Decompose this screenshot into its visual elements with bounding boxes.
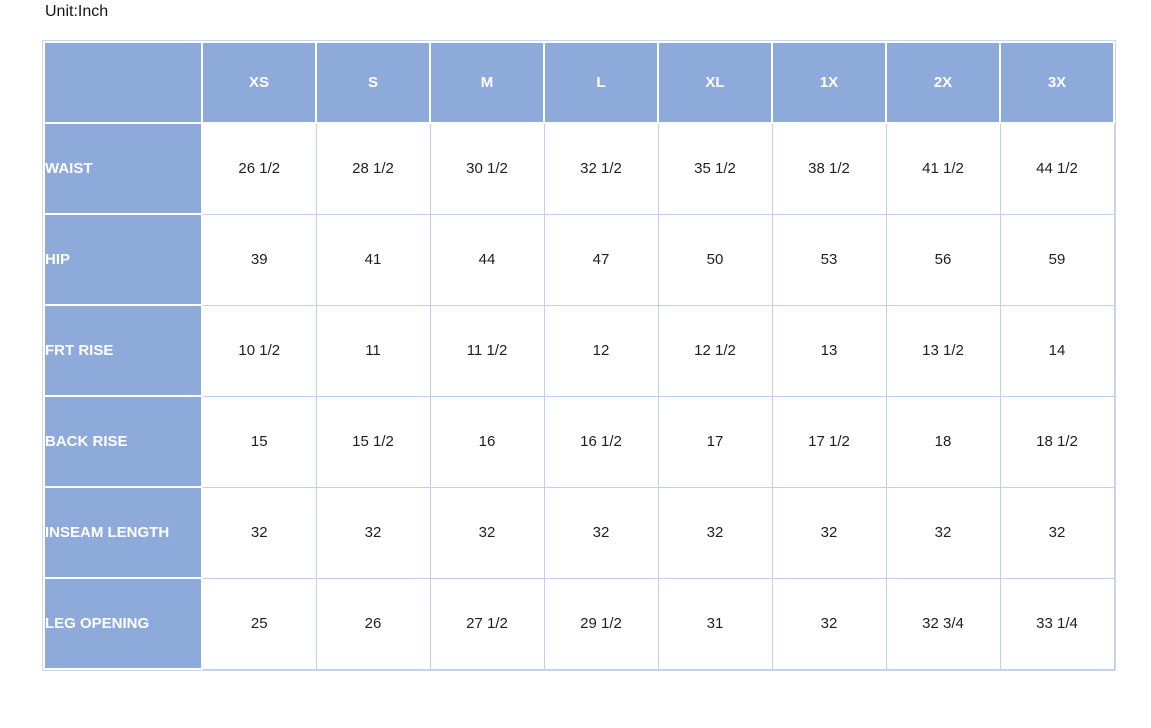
col-header-xl: XL	[657, 41, 773, 124]
size-value-cell: 32	[543, 486, 659, 579]
size-value-cell: 18	[885, 395, 1001, 488]
size-value-cell: 35 1/2	[657, 122, 773, 215]
table-row-frt-rise: FRT RISE 10 1/2 11 11 1/2 12 12 1/2 13 1…	[43, 304, 1115, 397]
size-value-cell: 32	[999, 486, 1115, 579]
size-value-cell: 47	[543, 213, 659, 306]
size-chart-table-container: XS S M L XL 1X 2X 3X WAIST 26 1/2 28 1/2…	[42, 40, 1116, 671]
size-value-cell: 32 1/2	[543, 122, 659, 215]
size-value-cell: 31	[657, 577, 773, 670]
size-value-cell: 32	[657, 486, 773, 579]
size-value-cell: 10 1/2	[201, 304, 317, 397]
col-header-3x: 3X	[999, 41, 1115, 124]
size-value-cell: 12 1/2	[657, 304, 773, 397]
size-value-cell: 25	[201, 577, 317, 670]
size-value-cell: 39	[201, 213, 317, 306]
col-header-m: M	[429, 41, 545, 124]
size-value-cell: 17 1/2	[771, 395, 887, 488]
size-chart-table: XS S M L XL 1X 2X 3X WAIST 26 1/2 28 1/2…	[43, 41, 1115, 670]
row-label-hip: HIP	[43, 213, 203, 306]
size-value-cell: 26 1/2	[201, 122, 317, 215]
size-value-cell: 38 1/2	[771, 122, 887, 215]
size-value-cell: 13 1/2	[885, 304, 1001, 397]
col-header-2x: 2X	[885, 41, 1001, 124]
size-value-cell: 41	[315, 213, 431, 306]
col-header-xs: XS	[201, 41, 317, 124]
size-value-cell: 53	[771, 213, 887, 306]
size-value-cell: 17	[657, 395, 773, 488]
size-value-cell: 11	[315, 304, 431, 397]
size-value-cell: 32	[771, 486, 887, 579]
corner-cell	[43, 41, 203, 124]
size-value-cell: 16 1/2	[543, 395, 659, 488]
row-label-inseam-length: INSEAM LENGTH	[43, 486, 203, 579]
size-value-cell: 26	[315, 577, 431, 670]
size-value-cell: 13	[771, 304, 887, 397]
size-value-cell: 18 1/2	[999, 395, 1115, 488]
row-label-frt-rise: FRT RISE	[43, 304, 203, 397]
row-label-back-rise: BACK RISE	[43, 395, 203, 488]
col-header-s: S	[315, 41, 431, 124]
table-row-hip: HIP 39 41 44 47 50 53 56 59	[43, 213, 1115, 306]
size-value-cell: 59	[999, 213, 1115, 306]
table-row-inseam-length: INSEAM LENGTH 32 32 32 32 32 32 32 32	[43, 486, 1115, 579]
size-value-cell: 32	[201, 486, 317, 579]
size-value-cell: 32	[315, 486, 431, 579]
col-header-l: L	[543, 41, 659, 124]
size-value-cell: 33 1/4	[999, 577, 1115, 670]
size-header-row: XS S M L XL 1X 2X 3X	[43, 41, 1115, 124]
col-header-1x: 1X	[771, 41, 887, 124]
size-value-cell: 32	[771, 577, 887, 670]
size-value-cell: 12	[543, 304, 659, 397]
size-value-cell: 56	[885, 213, 1001, 306]
size-value-cell: 15 1/2	[315, 395, 431, 488]
table-row-leg-opening: LEG OPENING 25 26 27 1/2 29 1/2 31 32 32…	[43, 577, 1115, 670]
unit-label: Unit:Inch	[45, 3, 109, 20]
size-value-cell: 14	[999, 304, 1115, 397]
size-value-cell: 28 1/2	[315, 122, 431, 215]
size-value-cell: 41 1/2	[885, 122, 1001, 215]
size-value-cell: 32	[429, 486, 545, 579]
size-value-cell: 44	[429, 213, 545, 306]
row-label-leg-opening: LEG OPENING	[43, 577, 203, 670]
size-value-cell: 15	[201, 395, 317, 488]
size-value-cell: 27 1/2	[429, 577, 545, 670]
size-value-cell: 30 1/2	[429, 122, 545, 215]
table-row-back-rise: BACK RISE 15 15 1/2 16 16 1/2 17 17 1/2 …	[43, 395, 1115, 488]
size-value-cell: 16	[429, 395, 545, 488]
row-label-waist: WAIST	[43, 122, 203, 215]
size-value-cell: 32 3/4	[885, 577, 1001, 670]
size-value-cell: 29 1/2	[543, 577, 659, 670]
table-row-waist: WAIST 26 1/2 28 1/2 30 1/2 32 1/2 35 1/2…	[43, 122, 1115, 215]
size-value-cell: 50	[657, 213, 773, 306]
size-value-cell: 11 1/2	[429, 304, 545, 397]
size-value-cell: 44 1/2	[999, 122, 1115, 215]
size-value-cell: 32	[885, 486, 1001, 579]
